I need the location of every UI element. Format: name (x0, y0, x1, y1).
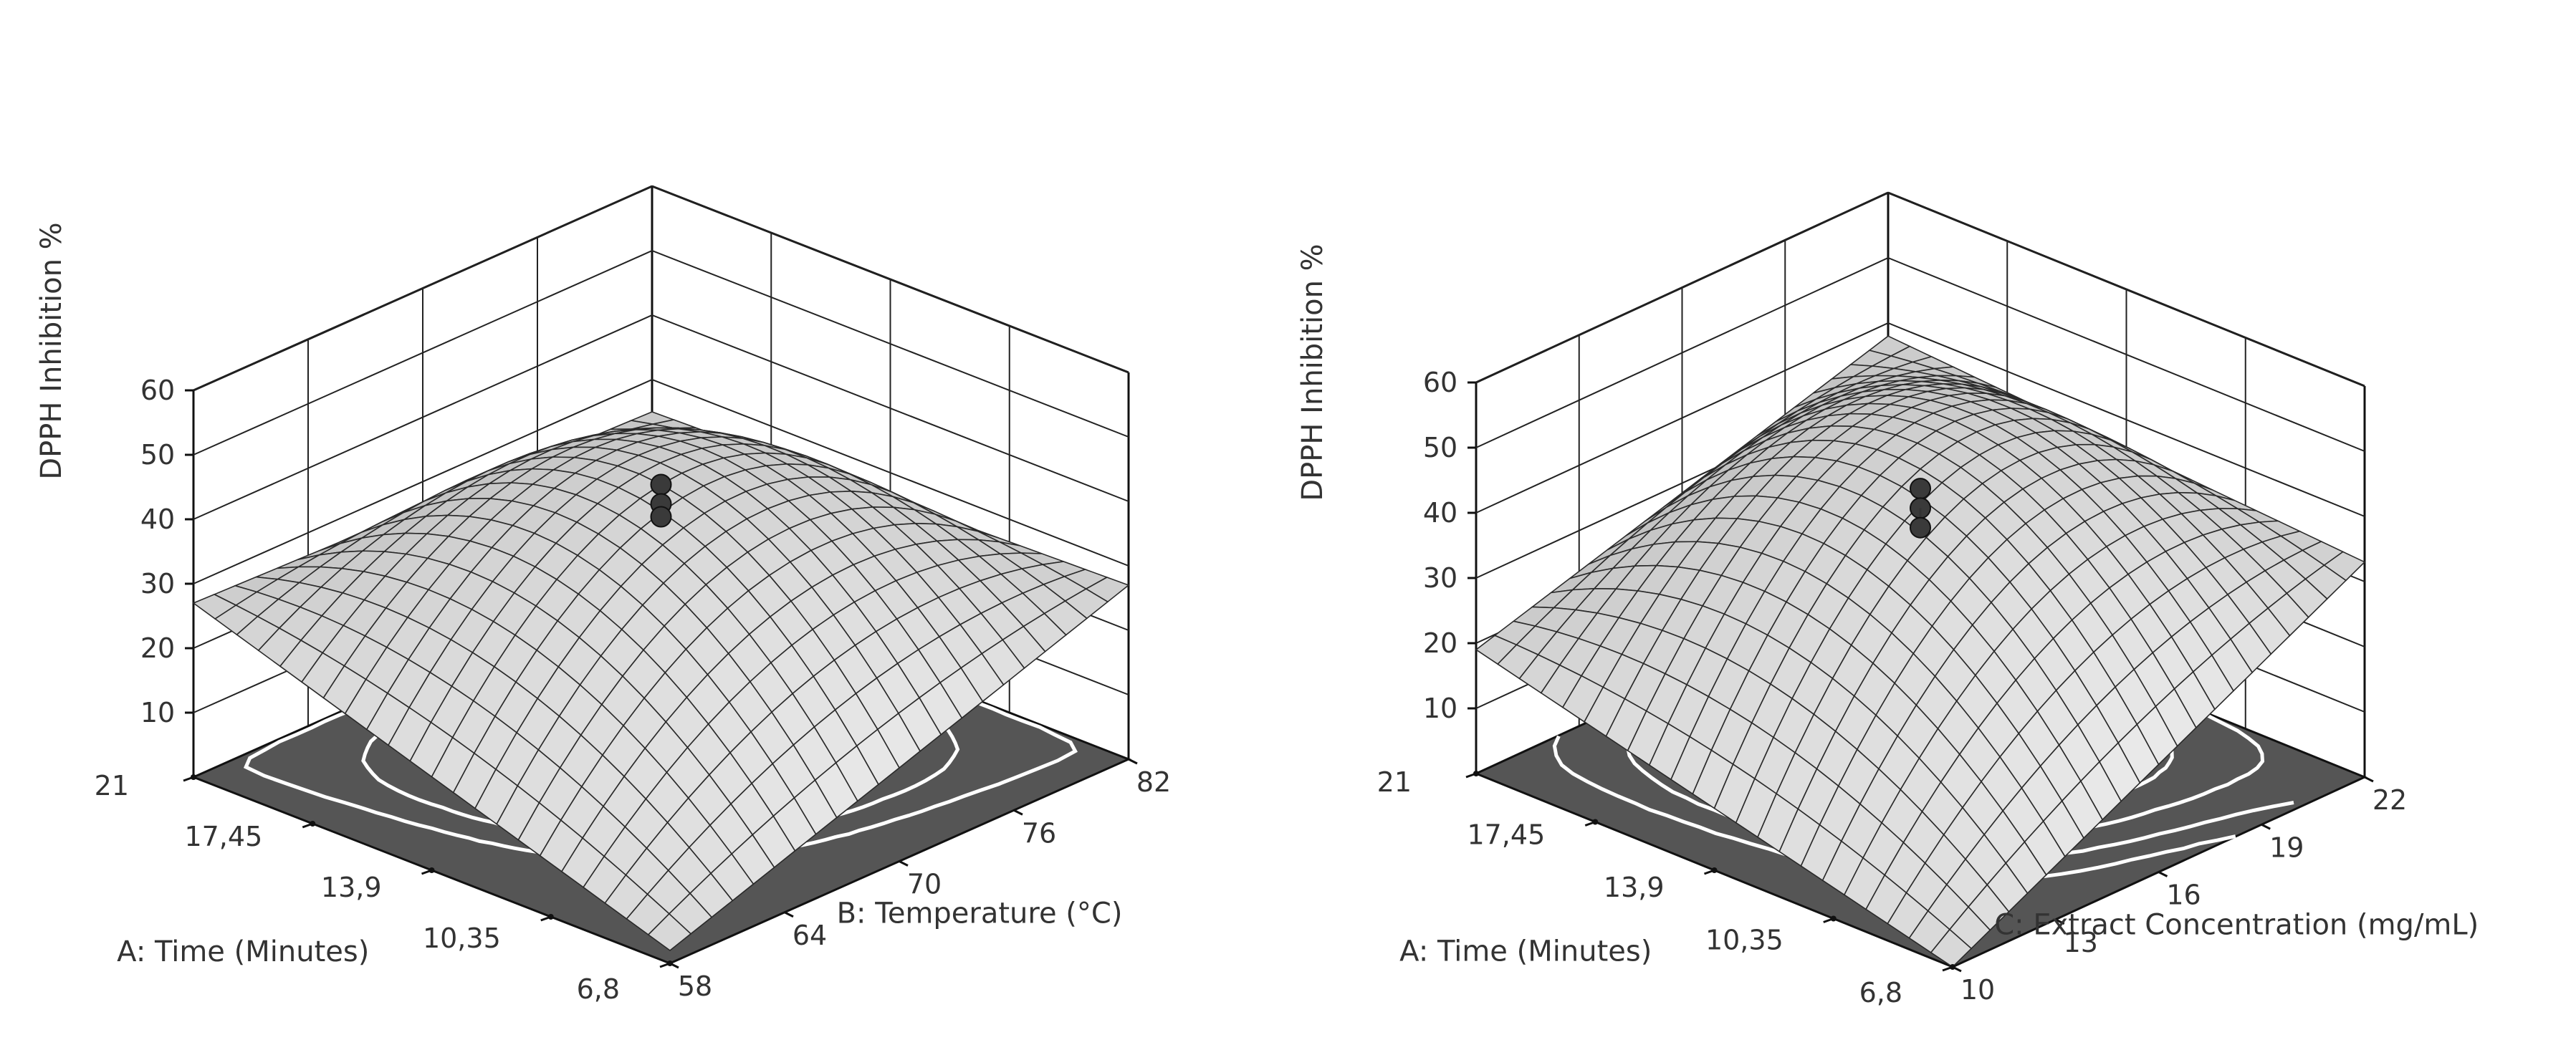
y-tick-label: 13 (2064, 927, 2098, 958)
y-tick (2364, 776, 2374, 783)
x-tick (302, 822, 313, 829)
y-tick (1952, 965, 1962, 973)
x-tick (421, 869, 433, 875)
wall-gridline (193, 314, 1129, 520)
x-tick (1465, 772, 1477, 779)
chart-1 (183, 185, 1138, 969)
x-axis-label: A: Time (Minutes) (117, 935, 369, 968)
wall-gridline (1475, 256, 2365, 452)
z-tick-label: 30 (140, 568, 175, 599)
x-tick (183, 776, 194, 782)
y-tick (2261, 823, 2271, 830)
z-axis-label: DPPH Inhibition % (35, 222, 68, 479)
z-tick-label: 30 (1423, 562, 1457, 594)
wall-gridline (1475, 191, 2365, 387)
wall-gridline (193, 185, 1129, 391)
design-point (650, 506, 672, 528)
y-tick (899, 860, 909, 867)
wall-gridline (193, 249, 1129, 456)
x-tick-label: 6,8 (577, 973, 620, 1005)
surface-cell (647, 912, 692, 952)
surface-cell (1930, 928, 1973, 968)
x-tick-label: 6,8 (1859, 977, 1902, 1008)
y-tick (784, 911, 794, 918)
response-surface (1475, 335, 2366, 968)
x-tick (1584, 821, 1596, 827)
y-tick-label: 64 (793, 920, 827, 951)
y-tick-label: 22 (2372, 784, 2407, 816)
y-tick-label: 19 (2269, 832, 2304, 863)
z-tick-label: 10 (1423, 693, 1457, 724)
x-tick (1942, 965, 1953, 972)
x-tick-label: 10,35 (1705, 925, 1783, 956)
y-tick-label: 70 (907, 869, 942, 900)
x-tick-label: 21 (1377, 766, 1412, 798)
x-tick-label: 17,45 (1467, 819, 1545, 851)
z-tick-label: 40 (140, 504, 175, 535)
z-axis-label: DPPH Inhibition % (1296, 244, 1329, 501)
response-surface (192, 411, 1130, 952)
y-tick-label: 82 (1136, 766, 1171, 798)
z-tick-label: 50 (140, 439, 175, 471)
x-tick (659, 962, 671, 968)
y-tick (1128, 758, 1138, 765)
y-tick-label: 10 (1960, 974, 1995, 1006)
design-point (650, 473, 672, 496)
z-tick-label: 10 (140, 697, 175, 728)
chart-2 (1465, 191, 2374, 973)
wall-gridline (193, 378, 1129, 584)
design-point (1910, 478, 1931, 500)
design-point (1910, 516, 1931, 539)
y-tick (1013, 809, 1023, 816)
x-tick (1703, 869, 1715, 875)
y-tick (669, 962, 679, 969)
z-tick-label: 20 (1423, 627, 1457, 659)
wall-gridline (1475, 322, 2365, 517)
x-tick-label: 17,45 (184, 821, 262, 852)
y-tick (2158, 871, 2168, 877)
x-tick-label: 21 (95, 770, 129, 801)
y-tick-label: 58 (678, 971, 712, 1002)
y-axis-label: C: Extract Concentration (mg/mL) (1994, 908, 2479, 941)
y-tick-label: 76 (1022, 817, 1056, 849)
z-tick-label: 50 (1423, 432, 1457, 463)
y-tick (2055, 918, 2065, 925)
x-tick-label: 13,9 (321, 872, 382, 903)
z-tick-label: 20 (140, 632, 175, 664)
x-tick-label: 13,9 (1604, 872, 1665, 903)
z-tick-label: 60 (140, 375, 175, 406)
x-tick-label: 10,35 (423, 923, 501, 954)
y-axis-label: B: Temperature (°C) (837, 897, 1123, 930)
x-tick (1823, 918, 1834, 923)
x-tick (540, 915, 552, 922)
x-axis-label: A: Time (Minutes) (1399, 935, 1652, 968)
z-tick-label: 60 (1423, 367, 1457, 398)
y-tick-label: 16 (2166, 880, 2201, 911)
z-tick-label: 40 (1423, 497, 1457, 529)
